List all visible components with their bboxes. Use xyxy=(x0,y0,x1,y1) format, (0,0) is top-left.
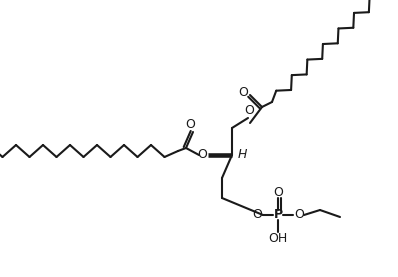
Text: O: O xyxy=(197,147,207,160)
Text: O: O xyxy=(273,186,283,199)
Text: H: H xyxy=(238,148,248,161)
Text: O: O xyxy=(294,209,304,222)
Text: O: O xyxy=(252,209,262,222)
Text: OH: OH xyxy=(268,232,288,245)
Text: P: P xyxy=(273,209,283,222)
Text: O: O xyxy=(244,104,254,117)
Text: O: O xyxy=(238,86,248,99)
Text: O: O xyxy=(185,119,195,132)
